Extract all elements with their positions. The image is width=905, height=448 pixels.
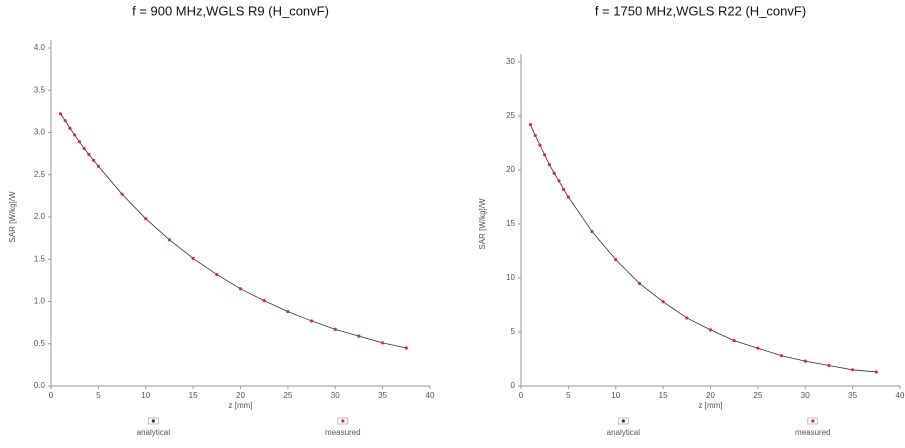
measured-point bbox=[756, 346, 760, 350]
measured-point bbox=[528, 123, 533, 127]
measured-point bbox=[82, 146, 86, 151]
chart-title: f = 900 MHz,WGLS R9 (H_convF) bbox=[132, 3, 329, 18]
measured-point bbox=[357, 334, 361, 338]
legend-marker bbox=[151, 419, 155, 423]
legend-label: measured bbox=[325, 428, 361, 437]
legend-label: analytical bbox=[137, 428, 171, 437]
measured-point bbox=[404, 346, 408, 350]
measured-point bbox=[708, 328, 713, 332]
measured-point bbox=[732, 339, 736, 343]
legend-swatch bbox=[618, 417, 629, 425]
measured-point bbox=[637, 281, 642, 285]
x-tick-label: 35 bbox=[848, 391, 857, 400]
measured-point bbox=[87, 152, 91, 157]
measured-point bbox=[333, 327, 337, 331]
legend-swatch bbox=[337, 417, 349, 425]
measured-point bbox=[96, 164, 100, 168]
measured-point bbox=[874, 370, 878, 374]
measured-point bbox=[803, 359, 807, 363]
y-tick-label: 0.0 bbox=[34, 381, 46, 390]
legend-marker bbox=[811, 419, 815, 423]
measured-point bbox=[120, 192, 124, 196]
y-axis-label: SAR [W/kg]/W bbox=[8, 191, 17, 243]
x-axis-label: z [mm] bbox=[229, 401, 253, 410]
measured-point bbox=[286, 310, 290, 314]
y-tick-label: 20 bbox=[506, 165, 515, 174]
x-tick-label: 5 bbox=[566, 391, 571, 400]
y-tick-label: 4.0 bbox=[34, 43, 46, 52]
x-axis-label: z [mm] bbox=[699, 401, 723, 410]
measured-point bbox=[215, 272, 219, 277]
x-tick-label: 15 bbox=[189, 391, 198, 400]
y-axis-label: SAR [W/kg]/W bbox=[478, 198, 487, 250]
chart-title: f = 1750 MHz,WGLS R22 (H_convF) bbox=[595, 3, 806, 18]
measured-point bbox=[77, 140, 82, 144]
y-tick-label: 1.5 bbox=[34, 254, 46, 263]
measured-point bbox=[533, 133, 537, 138]
x-tick-label: 15 bbox=[659, 391, 668, 400]
measured-point bbox=[309, 319, 314, 323]
legend-swatch bbox=[148, 417, 159, 425]
y-tick-label: 10 bbox=[506, 273, 515, 282]
measured-point bbox=[779, 354, 784, 358]
y-tick-label: 2.5 bbox=[34, 170, 46, 179]
measured-point bbox=[144, 217, 148, 221]
y-tick-label: 3.5 bbox=[34, 85, 46, 94]
measured-point bbox=[543, 153, 547, 157]
x-tick-label: 30 bbox=[801, 391, 810, 400]
legend-label: measured bbox=[795, 428, 831, 437]
x-tick-label: 0 bbox=[49, 391, 54, 400]
measured-point bbox=[614, 258, 618, 262]
measured-point bbox=[851, 368, 855, 372]
y-tick-label: 1.0 bbox=[34, 297, 46, 306]
measured-point bbox=[167, 238, 172, 242]
measured-point bbox=[68, 126, 72, 130]
analytical-line bbox=[60, 113, 407, 349]
y-tick-label: 5 bbox=[511, 327, 516, 336]
x-tick-label: 40 bbox=[426, 391, 435, 400]
x-tick-label: 25 bbox=[283, 391, 292, 400]
measured-point bbox=[63, 119, 67, 123]
measured-point bbox=[547, 163, 552, 167]
legend-swatch bbox=[807, 417, 819, 425]
y-tick-label: 15 bbox=[506, 219, 515, 228]
y-tick-label: 2.0 bbox=[34, 212, 46, 221]
measured-point bbox=[557, 179, 561, 183]
measured-point bbox=[685, 316, 689, 320]
legend-marker bbox=[341, 419, 345, 423]
x-tick-label: 10 bbox=[611, 391, 620, 400]
measured-point bbox=[566, 195, 570, 199]
x-tick-label: 30 bbox=[331, 391, 340, 400]
measured-point bbox=[827, 363, 831, 368]
y-tick-label: 3.0 bbox=[34, 128, 46, 137]
measured-point bbox=[381, 341, 385, 345]
x-tick-label: 5 bbox=[96, 391, 101, 400]
measured-point bbox=[191, 256, 195, 261]
x-tick-label: 10 bbox=[141, 391, 150, 400]
x-tick-label: 20 bbox=[236, 391, 245, 400]
measured-point bbox=[562, 187, 566, 192]
analytical-line bbox=[530, 124, 877, 373]
measured-point bbox=[590, 229, 594, 234]
x-tick-label: 0 bbox=[519, 391, 524, 400]
y-tick-label: 0 bbox=[511, 381, 516, 390]
x-tick-label: 35 bbox=[378, 391, 387, 400]
x-tick-label: 40 bbox=[896, 391, 905, 400]
y-tick-label: 0.5 bbox=[34, 339, 46, 348]
y-tick-label: 25 bbox=[506, 111, 515, 120]
measured-point bbox=[262, 299, 266, 303]
measured-point bbox=[552, 171, 556, 175]
measured-point bbox=[73, 133, 77, 137]
x-tick-label: 20 bbox=[706, 391, 715, 400]
legend-marker bbox=[621, 419, 625, 423]
measured-point bbox=[661, 300, 665, 304]
legend-label: analytical bbox=[607, 428, 641, 437]
measured-point bbox=[58, 112, 63, 116]
measured-point bbox=[538, 143, 542, 147]
measured-point bbox=[238, 287, 243, 291]
measured-point bbox=[92, 158, 96, 162]
x-tick-label: 25 bbox=[753, 391, 762, 400]
y-tick-label: 30 bbox=[506, 57, 515, 66]
